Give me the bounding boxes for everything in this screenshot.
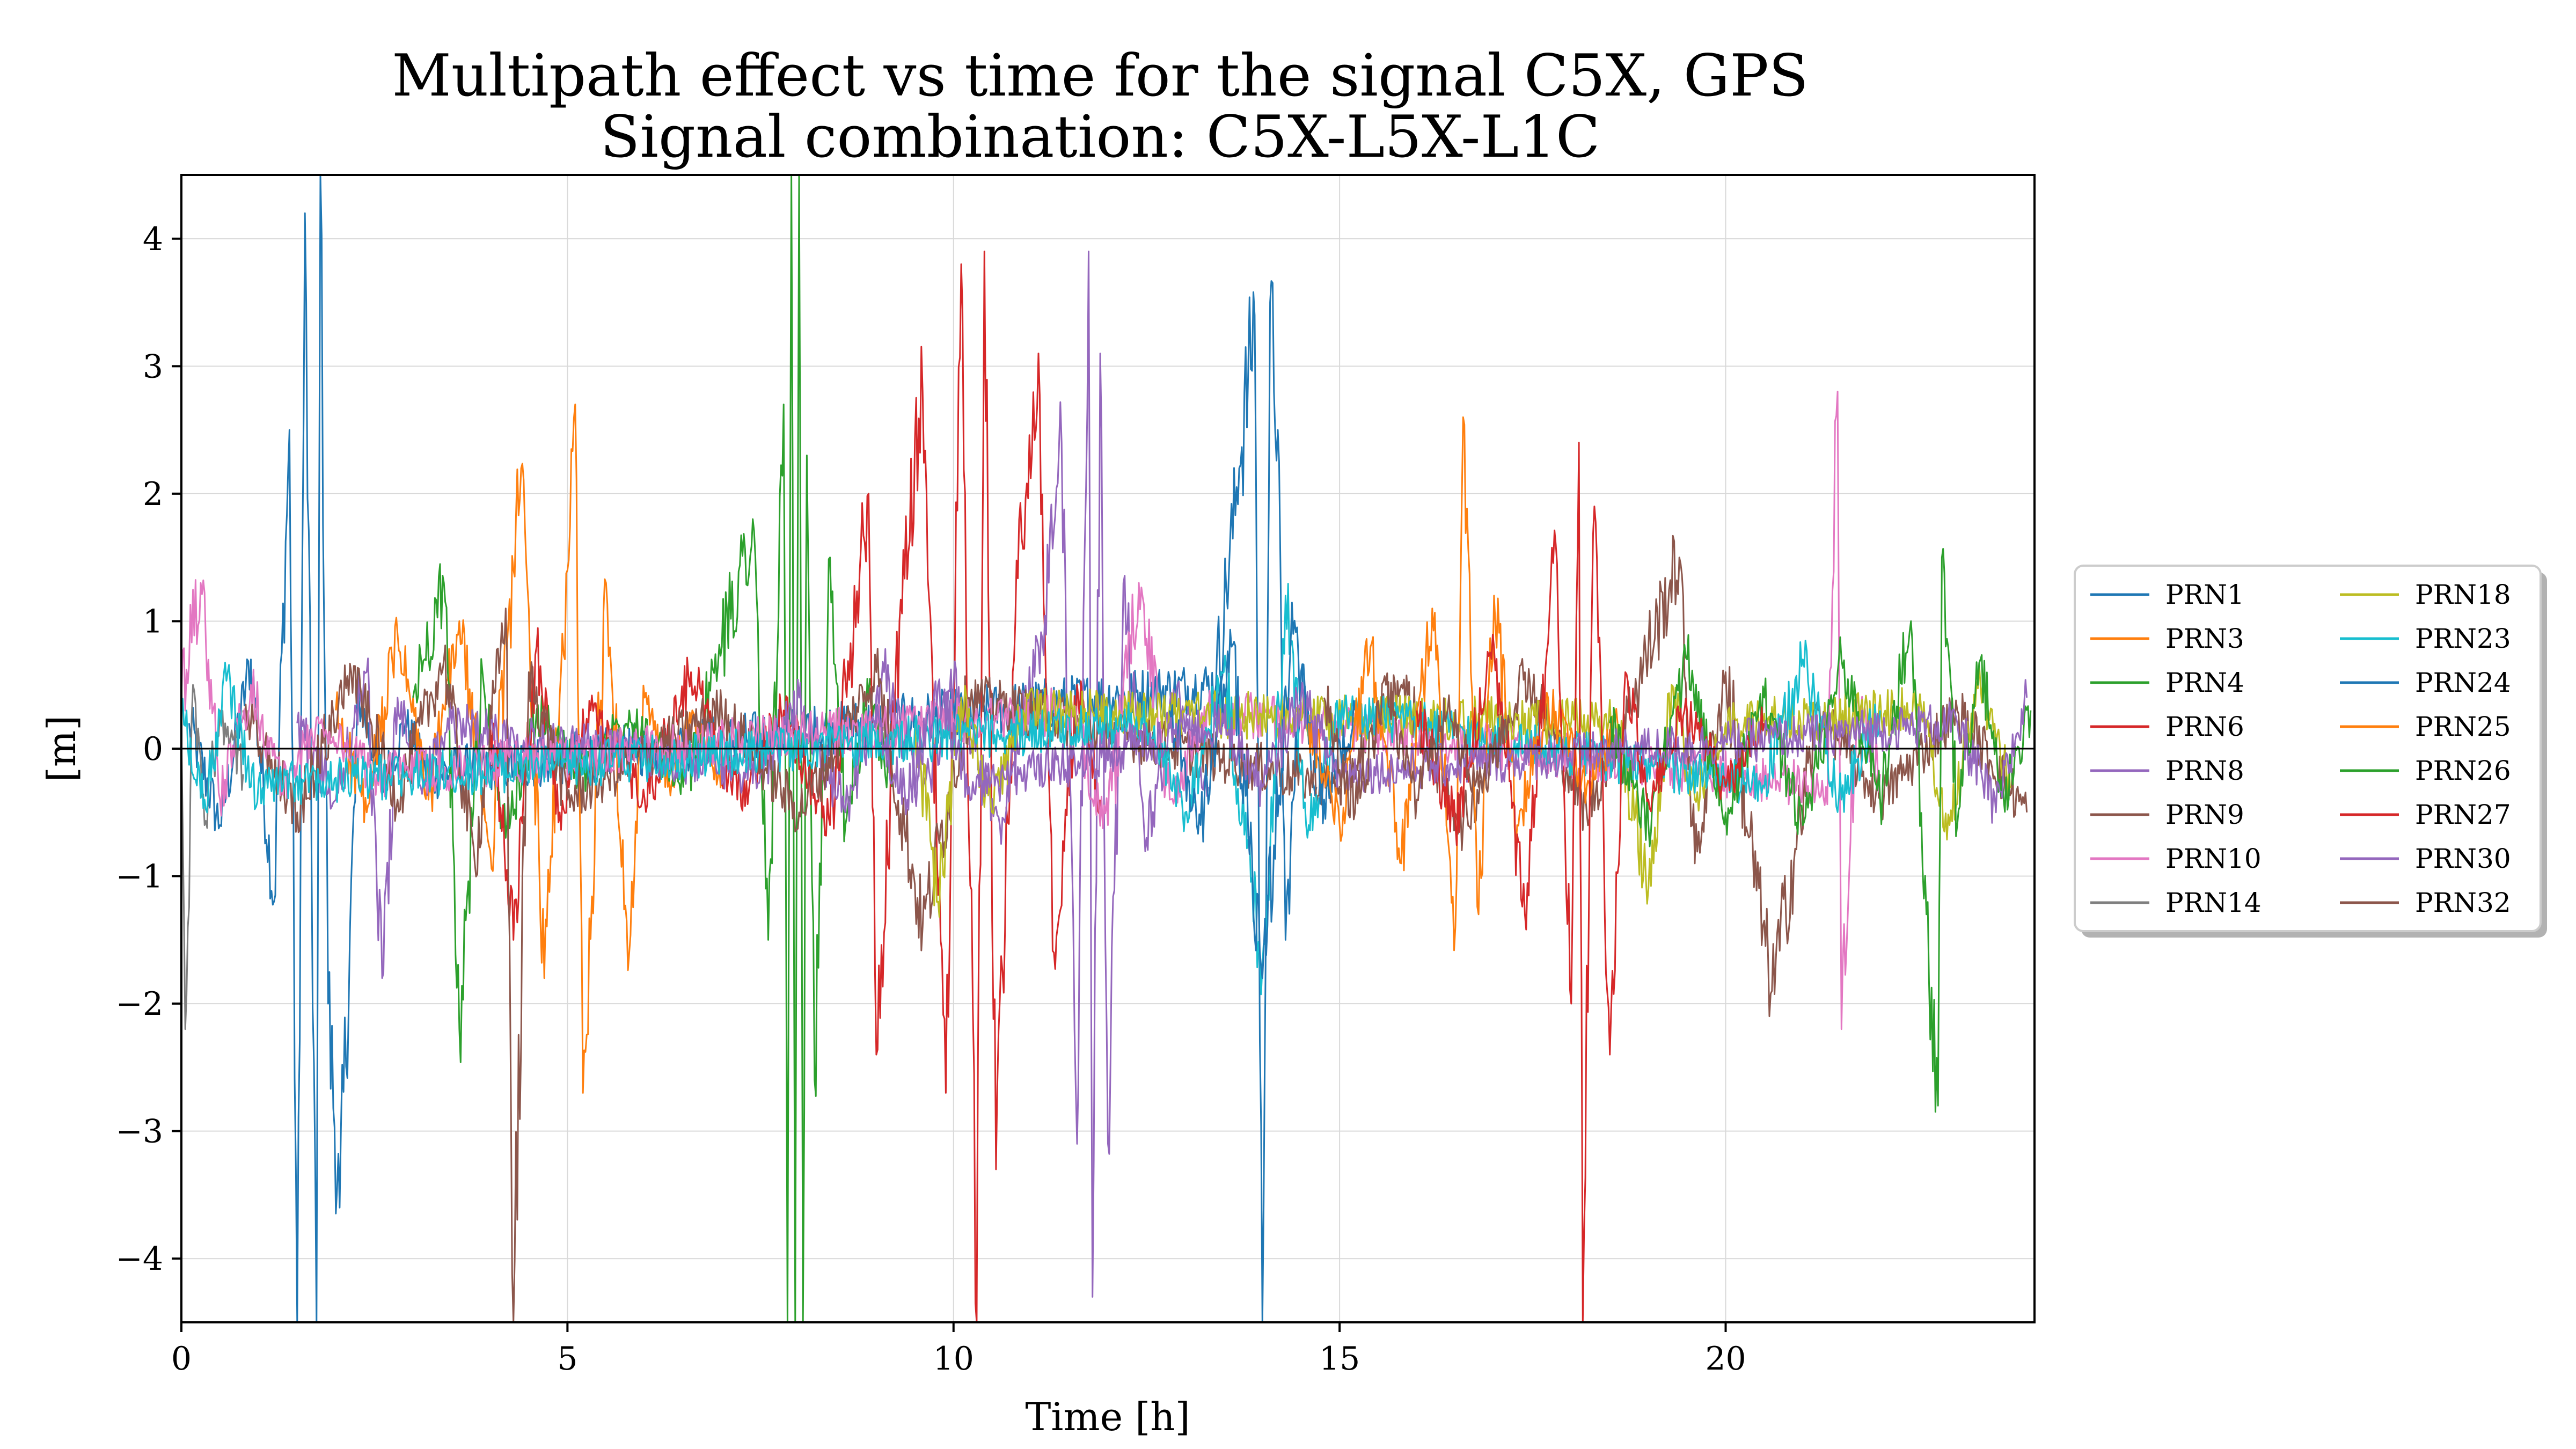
x-tick-label: 0 xyxy=(171,1340,192,1378)
legend-entry-prn3: PRN3 xyxy=(2090,623,2244,654)
y-tick-label: −3 xyxy=(116,1113,163,1151)
x-tick-label: 5 xyxy=(557,1340,577,1378)
y-ticks: −4 −3 −2 −1 0 1 2 3 4 xyxy=(116,221,181,1278)
series-line-prn25 xyxy=(1308,416,1619,952)
y-tick-label: 4 xyxy=(143,221,163,258)
legend-label: PRN1 xyxy=(2165,579,2244,610)
series-line-prn27 xyxy=(1416,442,1765,1322)
legend-label: PRN3 xyxy=(2165,623,2244,654)
legend-entry-prn27: PRN27 xyxy=(2340,799,2511,830)
y-tick-label: 1 xyxy=(143,603,163,640)
series-line-prn32 xyxy=(1323,672,1511,821)
legend-label: PRN27 xyxy=(2415,799,2511,830)
legend-label: PRN26 xyxy=(2415,755,2511,786)
legend-entry-prn32: PRN32 xyxy=(2340,887,2511,918)
legend-label: PRN4 xyxy=(2165,667,2244,698)
legend-entry-prn4: PRN4 xyxy=(2090,667,2244,698)
series-line-prn30 xyxy=(875,678,2028,824)
plot-clip-group xyxy=(181,175,2032,1322)
x-tick-label: 20 xyxy=(1705,1340,1746,1378)
legend-entry-prn9: PRN9 xyxy=(2090,799,2244,830)
chart-title: Multipath effect vs time for the signal … xyxy=(392,42,1808,109)
y-tick-label: 0 xyxy=(143,730,163,768)
legend-label: PRN14 xyxy=(2165,887,2262,918)
x-tick-label: 15 xyxy=(1319,1340,1360,1378)
series-line-prn24 xyxy=(1169,602,1356,979)
legend-label: PRN25 xyxy=(2415,711,2511,742)
legend-entry-prn24: PRN24 xyxy=(2340,667,2511,698)
y-axis-label: [m] xyxy=(39,715,84,782)
legend-entry-prn23: PRN23 xyxy=(2340,623,2511,654)
legend-entry-prn1: PRN1 xyxy=(2090,579,2244,610)
y-tick-label: 2 xyxy=(143,475,163,513)
series-line-prn9 xyxy=(242,535,2028,1322)
legend-label: PRN8 xyxy=(2165,755,2244,786)
series-layer xyxy=(181,175,2032,1322)
legend-label: PRN30 xyxy=(2415,843,2511,874)
series-line-prn26 xyxy=(1609,548,2032,1113)
legend-entry-prn25: PRN25 xyxy=(2340,711,2511,742)
series-line-prn14 xyxy=(181,684,244,1030)
legend-entry-prn26: PRN26 xyxy=(2340,755,2511,786)
legend-entry-prn18: PRN18 xyxy=(2340,579,2511,610)
series-line-prn6 xyxy=(489,251,1101,1322)
legend-label: PRN10 xyxy=(2165,843,2262,874)
legend-entry-prn6: PRN6 xyxy=(2090,711,2244,742)
legend-entry-prn8: PRN8 xyxy=(2090,755,2244,786)
legend-entry-prn30: PRN30 xyxy=(2340,843,2511,874)
legend-label: PRN23 xyxy=(2415,623,2511,654)
y-tick-label: 3 xyxy=(143,348,163,385)
y-tick-label: −2 xyxy=(116,985,163,1023)
x-axis-label: Time [h] xyxy=(1025,1394,1190,1439)
legend-box xyxy=(2074,565,2542,932)
x-ticks: 0 5 10 15 20 xyxy=(171,1322,1746,1378)
chart-subtitle: Signal combination: C5X-L5X-L1C xyxy=(600,104,1600,171)
legend-entry-prn10: PRN10 xyxy=(2090,843,2262,874)
legend-label: PRN6 xyxy=(2165,711,2244,742)
series-line-prn8 xyxy=(296,251,1209,1298)
legend-label: PRN18 xyxy=(2415,579,2511,610)
legend: PRN1 PRN3 PRN4 PRN6 PRN8 PRN9 PRN10 PRN14 PRN18 P… xyxy=(2074,565,2547,938)
legend-label: PRN24 xyxy=(2415,667,2511,698)
series-line-prn3 xyxy=(335,404,723,1094)
legend-label: PRN9 xyxy=(2165,799,2244,830)
x-tick-label: 10 xyxy=(933,1340,974,1378)
legend-entry-prn14: PRN14 xyxy=(2090,887,2262,918)
y-tick-label: −1 xyxy=(116,858,163,896)
y-tick-label: −4 xyxy=(116,1240,163,1278)
legend-label: PRN32 xyxy=(2415,887,2511,918)
